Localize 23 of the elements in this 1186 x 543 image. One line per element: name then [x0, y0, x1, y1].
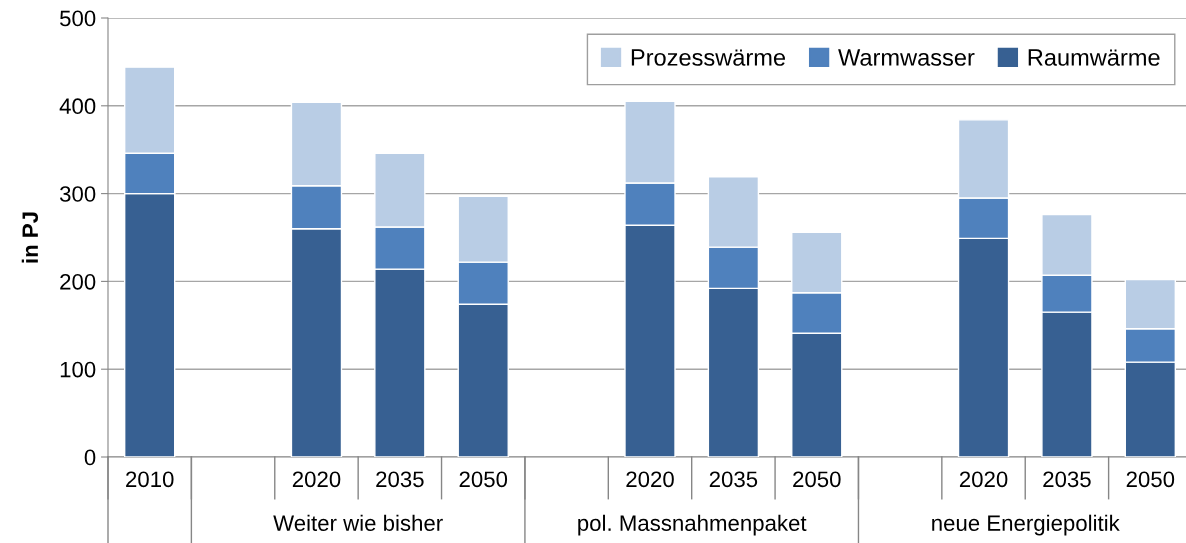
y-tick-label: 200 [60, 273, 96, 290]
text: Weiter wie bisher [273, 514, 443, 532]
x-tick-label: 2020 [959, 471, 1008, 488]
y-tick-label: 500 [60, 10, 96, 27]
x-tick-label: 2050 [459, 471, 508, 488]
text: neue Energiepolitik [932, 514, 1120, 536]
y-tick-label: 400 [59, 98, 96, 115]
x-tick-label: 2020 [292, 471, 341, 488]
legend-label: Prozesswärme [631, 49, 786, 66]
y-axis-title: in PJ [21, 212, 39, 263]
y-tick-label: 100 [60, 361, 96, 378]
legend-label: Raumwärme [1028, 49, 1160, 66]
y-tick-label: 0 [84, 449, 96, 466]
x-tick-label: 2050 [1126, 471, 1175, 488]
legend-label: Warmwasser [838, 49, 975, 66]
x-tick-label: 2020 [626, 471, 674, 488]
x-tick-label: 2050 [793, 471, 841, 488]
x-tick-label: 2035 [709, 471, 758, 488]
text: pol. Massnahmenpaket [578, 514, 807, 536]
x-tick-label: 2035 [1043, 471, 1091, 488]
x-tick-label: 2035 [376, 471, 424, 488]
x-tick-label: 2010 [126, 471, 174, 488]
y-tick-label: 300 [59, 186, 96, 202]
